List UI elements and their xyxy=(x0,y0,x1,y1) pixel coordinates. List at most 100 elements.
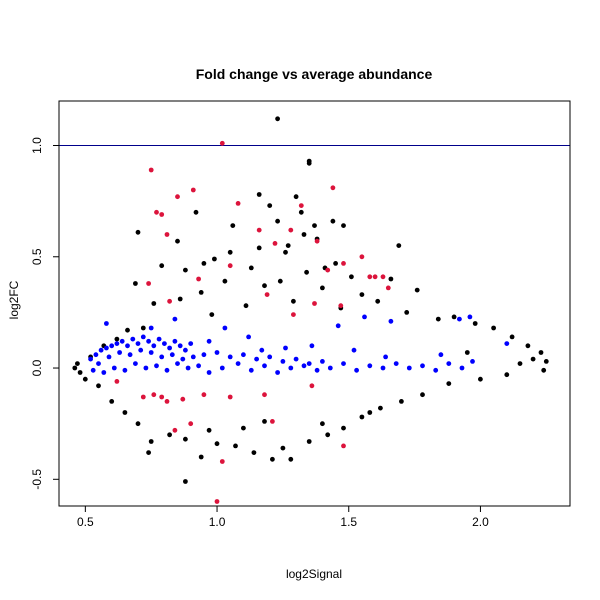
data-point xyxy=(164,367,170,373)
data-point xyxy=(420,363,425,369)
data-point xyxy=(114,341,120,346)
data-point xyxy=(183,479,188,484)
data-point xyxy=(359,254,365,260)
data-point xyxy=(467,314,473,320)
data-point xyxy=(96,383,101,389)
data-point xyxy=(209,312,215,317)
data-point xyxy=(188,341,194,346)
data-point xyxy=(404,310,410,315)
data-point xyxy=(359,414,365,420)
data-point xyxy=(478,376,483,382)
data-point xyxy=(167,345,173,351)
data-point xyxy=(246,334,252,340)
data-point xyxy=(341,361,346,366)
data-point xyxy=(196,363,202,369)
data-point xyxy=(146,338,152,344)
data-point xyxy=(275,116,280,122)
data-point xyxy=(219,140,225,146)
data-point xyxy=(135,341,141,346)
data-point xyxy=(272,241,278,246)
data-point xyxy=(159,212,165,217)
data-point xyxy=(214,499,220,504)
data-point xyxy=(298,203,304,209)
data-point xyxy=(72,365,78,371)
data-point xyxy=(206,370,212,375)
data-point xyxy=(227,354,233,360)
data-point xyxy=(159,263,165,269)
data-point xyxy=(135,229,141,235)
data-point xyxy=(325,267,331,273)
data-point xyxy=(154,363,159,369)
data-point xyxy=(270,456,275,462)
data-point xyxy=(256,192,262,197)
data-point xyxy=(227,394,233,400)
data-point xyxy=(148,167,154,173)
data-point xyxy=(504,341,510,346)
data-point xyxy=(470,359,475,364)
data-point xyxy=(227,249,233,255)
data-point xyxy=(538,350,544,355)
data-point xyxy=(183,347,188,353)
data-point xyxy=(359,292,365,297)
data-point xyxy=(214,350,220,355)
data-point xyxy=(201,392,207,398)
data-point xyxy=(543,359,549,364)
data-point xyxy=(383,354,388,360)
data-point xyxy=(114,379,120,384)
data-point xyxy=(241,352,246,358)
data-point xyxy=(106,354,112,360)
data-point xyxy=(175,238,180,244)
data-point xyxy=(140,394,146,400)
data-point xyxy=(457,316,462,322)
data-point xyxy=(241,425,246,431)
data-point xyxy=(122,367,128,373)
y-tick-label: -0.5 xyxy=(30,469,44,490)
data-point xyxy=(101,370,107,375)
data-point xyxy=(233,443,238,449)
data-point xyxy=(349,274,354,280)
data-point xyxy=(341,223,346,229)
data-point xyxy=(190,187,196,193)
data-point xyxy=(341,261,346,266)
data-point xyxy=(256,245,262,251)
data-point xyxy=(509,334,515,340)
data-point xyxy=(262,363,267,369)
data-point xyxy=(127,352,133,358)
data-point xyxy=(388,276,394,282)
data-point xyxy=(177,343,183,349)
y-tick-label: 1.0 xyxy=(30,137,44,154)
data-point xyxy=(306,439,312,444)
data-point xyxy=(248,367,254,373)
data-point xyxy=(114,336,120,342)
data-point xyxy=(298,209,304,215)
data-point xyxy=(175,194,180,200)
data-point xyxy=(222,278,228,284)
data-point xyxy=(198,454,204,460)
data-point xyxy=(314,367,320,373)
data-point xyxy=(146,281,152,286)
data-point xyxy=(385,285,391,291)
data-point xyxy=(222,325,228,331)
data-point xyxy=(254,356,259,362)
data-point xyxy=(304,269,309,275)
data-point xyxy=(256,227,262,233)
data-point xyxy=(151,392,157,398)
data-point xyxy=(362,314,367,320)
data-point xyxy=(235,201,241,206)
data-point xyxy=(541,367,547,373)
data-point xyxy=(212,256,217,262)
data-point xyxy=(75,361,80,366)
data-point xyxy=(396,243,402,249)
data-point xyxy=(162,341,167,346)
data-point xyxy=(367,410,373,415)
data-point xyxy=(183,267,188,273)
data-point xyxy=(451,314,457,320)
data-point xyxy=(372,274,378,280)
series-0 xyxy=(72,116,549,484)
data-point xyxy=(320,359,325,364)
data-point xyxy=(264,292,270,297)
y-tick-label: 0.5 xyxy=(30,248,44,265)
data-point xyxy=(156,336,162,342)
data-point xyxy=(314,238,320,244)
